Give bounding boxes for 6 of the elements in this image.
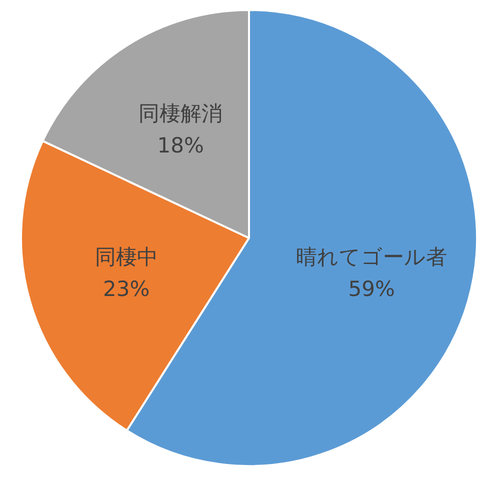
slice-label: 同棲解消	[138, 102, 223, 126]
data-label: 18%	[157, 134, 204, 158]
data-label: 59%	[348, 277, 395, 302]
slice-label: 同棲中	[94, 245, 158, 270]
data-label: 23%	[103, 277, 150, 302]
slice-label: 晴れてゴール者	[296, 245, 448, 270]
